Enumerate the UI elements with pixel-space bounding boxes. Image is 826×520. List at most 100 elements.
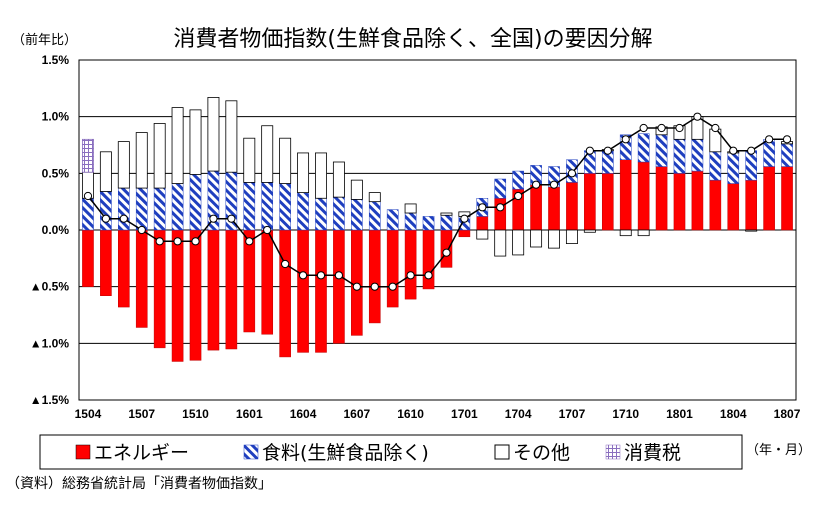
bar-energy-1608 [368,229,381,324]
y-tick-label-5: ▲1.0% [30,336,70,350]
bar-other-1706 [548,229,560,249]
bar-energy-1805 [745,179,757,231]
bar-energy-1804 [727,183,740,231]
bar-other-1805 [745,229,758,232]
bar-other-1602 [261,125,274,183]
total-point-1803 [711,123,720,133]
x-tick-label-1701: 1701 [451,407,478,421]
x-tick-label-1607: 1607 [343,407,370,421]
bar-food-1710 [619,134,632,160]
bar-food-1605 [315,198,327,231]
bar-energy-1701 [458,229,471,238]
total-point-1705 [531,180,541,189]
bar-energy-1505 [100,229,112,296]
y-tick-label-1: 1.0% [42,110,70,124]
legend-label-food: 食料(生鮮食品除く) [262,442,429,464]
bar-energy-1702 [476,216,489,231]
x-tick-label-1510: 1510 [182,407,209,421]
x-axis-unit-label: （年・月） [746,443,811,458]
y-tick-label-6: ▲1.5% [30,393,70,407]
y-tick-label-2: 0.5% [42,166,70,180]
bar-food-1602 [261,182,274,231]
bar-energy-1705 [530,184,542,231]
bar-other-1509 [171,107,184,184]
total-point-1610 [406,271,415,280]
x-tick-label-1610: 1610 [397,407,424,421]
bar-other-1512 [225,100,238,173]
gridlines [79,116,796,344]
bar-food-1604 [297,192,309,231]
bar-energy-1703 [494,198,507,231]
bar-energy-1605 [315,229,327,353]
bar-energy-1606 [333,229,345,344]
bar-food-1712 [655,134,668,167]
total-point-1506 [119,214,128,223]
bar-energy-1511 [207,229,220,351]
bar-food-1612 [440,215,453,231]
bar-energy-1510 [189,229,202,361]
bar-energy-1807 [781,166,793,231]
total-point-1603 [281,259,290,269]
bar-other-1605 [315,152,327,199]
bar-other-1711 [637,229,650,237]
bar-energy-1709 [601,173,614,231]
bar-other-1507 [135,132,148,189]
chart-title: 消費者物価指数(生鮮食品除く、全国)の要因分解 [173,27,652,52]
bar-food-1504 [82,198,94,231]
total-point-1701 [460,214,469,223]
bar-food-1807 [781,143,793,167]
bar-food-1603 [279,183,291,231]
bar-food-1606 [333,196,345,231]
legend-swatch-energy [75,444,91,460]
bar-other-1606 [332,161,345,198]
bar-food-1608 [368,201,381,231]
bar-energy-1806 [763,166,775,231]
total-point-1510 [191,237,200,246]
bar-other-1604 [297,152,310,194]
bar-energy-1611 [422,229,435,290]
total-point-1511 [209,214,218,223]
total-point-1806 [765,135,774,144]
x-tick-label-1504: 1504 [75,407,102,421]
x-tick-label-1604: 1604 [290,407,317,421]
bar-energy-1507 [135,229,148,328]
bar-other-1608 [368,192,381,203]
y-tick-label-4: ▲0.5% [30,280,70,294]
x-tick-label-1804: 1804 [720,407,747,421]
bar-energy-1508 [153,229,166,349]
total-point-1702 [478,203,487,212]
bar-food-1507 [135,187,148,231]
x-tick-label-1707: 1707 [559,407,586,421]
bar-other-1702 [476,229,489,240]
bar-other-1506 [117,141,130,189]
total-point-1504 [83,191,93,201]
bar-energy-1706 [548,186,560,231]
x-tick-labels: 1504 1507 1510 1601 1604 1607 1610 1701 1704 1707… [75,407,801,421]
total-point-1507 [137,225,146,235]
bar-food-1601 [243,182,256,231]
x-tick-label-1801: 1801 [666,407,693,421]
bar-energy-1801 [673,173,686,231]
bar-food-1607 [351,199,363,231]
total-point-1807 [782,135,792,144]
total-point-1801 [675,123,684,133]
total-point-1509 [173,237,182,246]
total-point-1606 [334,271,344,280]
bars [82,97,793,362]
bar-energy-1604 [297,229,309,353]
x-tick-label-1601: 1601 [236,407,263,421]
bar-energy-1711 [637,161,650,231]
bar-other-1607 [350,179,363,200]
bar-energy-1707 [566,182,578,231]
bar-food-1804 [727,152,740,184]
bar-food-1610 [404,212,417,231]
bar-energy-1603 [279,229,291,358]
bar-energy-1610 [404,229,417,300]
bar-energy-1712 [655,166,668,231]
bar-food-1802 [691,139,704,172]
bar-food-1510 [189,174,202,231]
bar-other-1505 [99,151,112,192]
total-point-1805 [747,146,756,155]
bar-food-1704 [512,170,524,190]
